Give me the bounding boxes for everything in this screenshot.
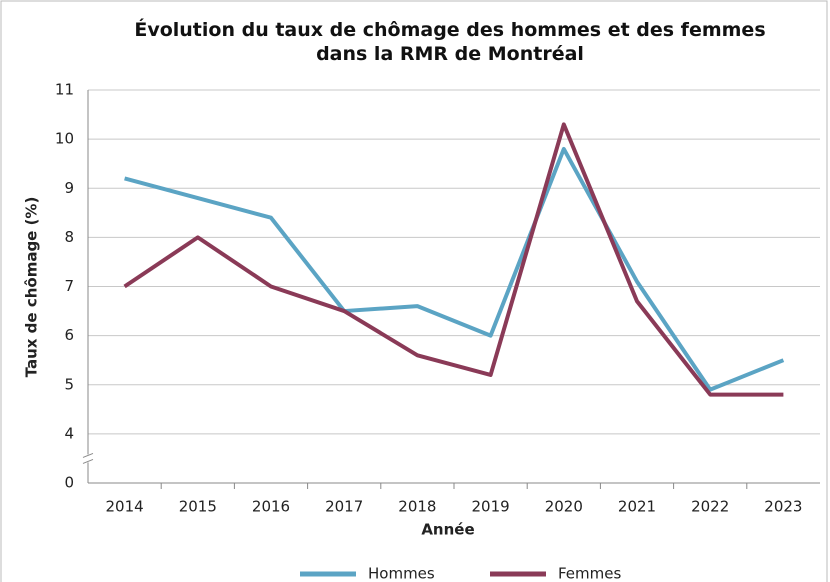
y-tick-label: 8 bbox=[64, 228, 74, 246]
y-tick-label: 0 bbox=[64, 474, 74, 492]
line-series bbox=[123, 122, 784, 397]
x-tick-label: 2017 bbox=[325, 498, 363, 516]
x-tick-label: 2019 bbox=[472, 498, 510, 516]
line-series bbox=[124, 146, 785, 392]
x-axis-label: Année bbox=[421, 521, 474, 539]
y-tick-label: 7 bbox=[64, 277, 74, 295]
legend-label: Femmes bbox=[558, 565, 621, 582]
x-tick-label: 2016 bbox=[252, 498, 290, 516]
y-tick-label: 10 bbox=[55, 130, 74, 148]
y-axis-label: Taux de chômage (%) bbox=[23, 197, 41, 378]
y-tick-label: 5 bbox=[64, 375, 74, 393]
axis-break-gap bbox=[82, 454, 94, 463]
x-tick-label: 2015 bbox=[179, 498, 217, 516]
x-tick-label: 2021 bbox=[618, 498, 656, 516]
y-tick-label: 6 bbox=[64, 326, 74, 344]
y-tick-label: 11 bbox=[55, 81, 74, 99]
x-tick-label: 2022 bbox=[691, 498, 729, 516]
y-tick-label: 4 bbox=[64, 424, 74, 442]
y-tick-label: 9 bbox=[64, 179, 74, 197]
legend-label: Hommes bbox=[368, 565, 435, 582]
chart-title: Évolution du taux de chômage des hommes … bbox=[134, 19, 766, 65]
axis-break bbox=[82, 458, 94, 464]
x-tick-label: 2023 bbox=[764, 498, 802, 516]
x-tick-label: 2018 bbox=[398, 498, 436, 516]
x-tick-label: 2020 bbox=[545, 498, 583, 516]
x-tick-label: 2014 bbox=[106, 498, 144, 516]
axis-break bbox=[82, 452, 94, 458]
